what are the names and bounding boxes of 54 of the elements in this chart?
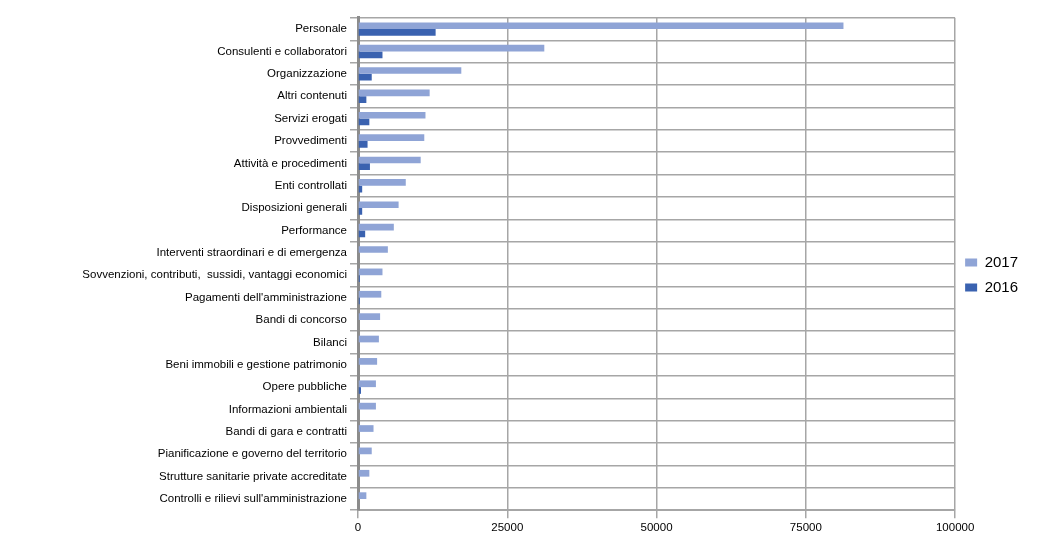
y-tick-label: Personale <box>295 22 347 35</box>
x-tick-label: 25000 <box>491 521 524 534</box>
bar <box>358 290 382 298</box>
bar <box>358 402 376 410</box>
bar <box>358 73 372 81</box>
y-tick-label: Performance <box>281 223 347 236</box>
bar <box>358 313 381 320</box>
bar <box>358 29 436 36</box>
bar <box>358 51 383 59</box>
y-tick-label: Beni immobili e gestione patrimonio <box>165 357 347 370</box>
bar <box>358 111 426 119</box>
y-tick-label: Informazioni ambientali <box>228 402 347 415</box>
y-tick-label: Altri contenuti <box>277 89 347 102</box>
bar <box>358 96 367 103</box>
y-tick-label: Pianificazione e governo del territorio <box>157 447 347 460</box>
bar <box>358 134 425 141</box>
y-tick-label: Bandi di concorso <box>255 313 347 326</box>
y-tick-label: Sovvenzioni, contributi, sussidi, vantaggi economici <box>82 268 347 281</box>
bar <box>358 67 462 74</box>
bar <box>358 425 374 432</box>
y-tick-label: Organizzazione <box>267 67 347 80</box>
bar <box>358 163 370 171</box>
x-tick-label: 75000 <box>789 521 822 534</box>
x-tick-label: 100000 <box>935 521 975 534</box>
bar <box>358 492 367 500</box>
y-tick-label: Servizi erogati <box>274 111 347 124</box>
y-tick-label: Strutture sanitarie private accreditate <box>159 469 347 482</box>
y-tick-label: Pagamenti dell'amministrazione <box>185 290 347 303</box>
y-tick-label: Disposizioni generali <box>241 201 347 214</box>
legend-label: 2017 <box>984 252 1019 270</box>
y-tick-label: Opere pubbliche <box>262 380 347 393</box>
y-tick-label: Bandi di gara e contratti <box>225 425 347 438</box>
bar <box>358 230 366 238</box>
y-tick-label: Attività e procedimenti <box>233 156 347 169</box>
y-tick-label: Enti controllati <box>274 178 347 191</box>
y-tick-label: Interventi straordinari e di emergenza <box>156 246 348 259</box>
x-tick-label: 0 <box>354 521 362 534</box>
bar <box>358 179 406 186</box>
legend-label: 2016 <box>984 277 1019 295</box>
y-tick-label: Provvedimenti <box>274 134 347 147</box>
y-tick-label: Bilanci <box>313 335 347 348</box>
bar <box>358 246 388 253</box>
y-tick-label: Controlli e rilievi sull'amministrazione <box>159 492 347 505</box>
bar <box>358 447 372 455</box>
bar <box>358 140 368 148</box>
bar <box>358 22 844 30</box>
bar <box>358 469 370 477</box>
bar <box>358 380 376 388</box>
bar <box>358 201 399 209</box>
x-tick-label: 50000 <box>640 521 673 534</box>
bar <box>358 358 378 365</box>
y-tick-label: Consulenti e collaboratori <box>217 44 347 57</box>
bar <box>358 208 363 215</box>
bar <box>358 387 361 394</box>
